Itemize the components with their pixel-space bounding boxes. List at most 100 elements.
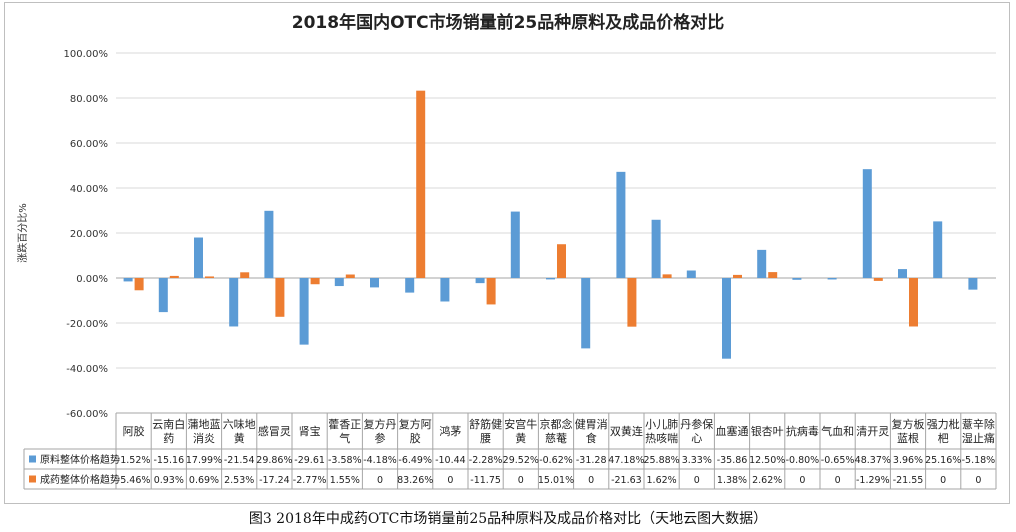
data-label-series-1: 25.16%: [925, 455, 961, 466]
data-label-series-1: -35.86: [717, 455, 748, 466]
bar-series-2: [486, 278, 496, 305]
y-tick-label: -60.00%: [66, 409, 108, 420]
x-tick-label: 阿胶: [123, 424, 145, 438]
y-tick-label: 20.00%: [70, 229, 108, 240]
data-label-series-1: -6.49%: [398, 455, 432, 466]
data-label-series-1: -0.62%: [539, 455, 573, 466]
data-label-series-2: 0: [975, 475, 981, 486]
data-label-series-1: -15.16: [153, 455, 184, 466]
bar-series-1: [722, 278, 731, 359]
bar-series-1: [440, 278, 450, 302]
y-tick-label: 60.00%: [70, 139, 108, 150]
x-tick-label: 热咳喘: [645, 431, 678, 445]
data-label-series-2: 0: [799, 475, 805, 486]
bar-series-2: [310, 278, 320, 285]
x-tick-label: 血塞通: [716, 424, 749, 438]
x-tick-label: 银杏叶: [751, 424, 784, 438]
data-label-series-2: 0: [447, 475, 453, 486]
data-label-series-2: -2.77%: [293, 475, 327, 486]
x-tick-label: 消炎: [193, 431, 215, 445]
legend-label-series-1: 原料整体价格趋势: [40, 453, 120, 466]
data-label-series-2: 1.62%: [647, 475, 677, 486]
bar-series-1: [616, 171, 626, 278]
x-tick-label: 薏辛除: [962, 417, 995, 431]
data-label-series-2: 2.53%: [224, 475, 254, 486]
data-label-series-2: -17.24: [259, 475, 290, 486]
y-tick-label: -20.00%: [66, 319, 108, 330]
data-label-series-2: -5.46%: [117, 475, 151, 486]
data-label-series-2: -1.29%: [856, 475, 890, 486]
data-label-series-2: -21.55: [893, 475, 924, 486]
bar-series-1: [475, 278, 485, 284]
x-tick-label: 小儿肺: [645, 418, 678, 431]
x-tick-label: 胶: [410, 431, 421, 445]
bar-series-2: [733, 274, 742, 278]
bar-series-2: [662, 274, 672, 278]
y-tick-label: 40.00%: [70, 184, 108, 195]
data-label-series-1: 12.50%: [749, 455, 785, 466]
bar-series-1: [827, 278, 837, 280]
data-label-series-1: -21.54: [224, 455, 255, 466]
data-label-series-2: -21.63: [611, 475, 642, 486]
x-tick-label: 健胃消: [575, 417, 608, 431]
data-label-series-2: 0.69%: [189, 475, 219, 486]
data-label-series-1: -5.18%: [962, 455, 996, 466]
data-label-series-2: 83.26%: [397, 475, 433, 486]
x-tick-label: 云南白: [152, 417, 185, 431]
x-tick-label: 感冒灵: [258, 425, 291, 438]
x-tick-label: 食: [586, 431, 597, 445]
bar-series-2: [345, 274, 355, 278]
data-label-series-1: -1.52%: [117, 455, 151, 466]
data-label-series-1: 17.99%: [186, 455, 222, 466]
x-tick-label: 肾宝: [299, 424, 321, 438]
y-tick-label: 100.00%: [64, 49, 109, 60]
x-tick-label: 湿止痛: [962, 431, 995, 445]
chart-title: 2018年国内OTC市场销量前25品种原料及成品价格对比: [291, 13, 725, 33]
bar-series-1: [933, 221, 943, 278]
y-tick-label: -40.00%: [66, 364, 108, 375]
data-label-series-1: -31.28: [576, 455, 607, 466]
x-tick-label: 杷: [938, 431, 949, 445]
x-tick-label: 气血和: [821, 424, 854, 438]
data-label-series-1: -0.80%: [786, 455, 820, 466]
chart-frame: [4, 2, 1010, 504]
bar-series-1: [898, 269, 907, 278]
bar-series-1: [370, 278, 379, 288]
bar-series-2: [909, 278, 918, 327]
bar-series-1: [334, 278, 344, 287]
data-label-series-2: 0: [518, 475, 524, 486]
data-label-series-1: -0.65%: [821, 455, 855, 466]
data-label-series-2: 15.01%: [538, 475, 574, 486]
y-axis-label: 涨跌百分比%: [16, 203, 29, 263]
x-tick-label: 复方板: [892, 417, 925, 431]
data-label-series-2: 0: [940, 475, 946, 486]
data-label-series-1: 48.37%: [855, 455, 891, 466]
data-label-series-2: 1.38%: [717, 475, 747, 486]
bar-series-1: [581, 278, 591, 349]
x-tick-label: 京都念: [540, 417, 573, 431]
x-tick-label: 六味地: [223, 418, 256, 431]
x-tick-label: 藿香正: [328, 417, 361, 431]
data-label-series-2: 0.93%: [154, 475, 184, 486]
x-tick-label: 蓝根: [897, 431, 919, 445]
legend-label-series-2: 成药整体价格趋势: [40, 473, 120, 486]
data-label-series-2: 0: [588, 475, 594, 486]
bar-series-2: [873, 278, 883, 281]
bar-series-1: [792, 278, 802, 280]
data-label-series-1: -4.18%: [363, 455, 397, 466]
y-tick-label: 0.00%: [76, 274, 108, 285]
bar-series-1: [264, 210, 274, 278]
data-label-series-2: 1.55%: [330, 475, 360, 486]
data-label-series-1: 3.33%: [682, 455, 712, 466]
x-tick-label: 腰: [480, 432, 491, 445]
figure-caption: 图3 2018年中成药OTC市场销量前25品种原料及成品价格对比（天地云图大数据…: [248, 511, 768, 527]
bar-series-1: [686, 270, 696, 278]
bar-series-2: [205, 276, 214, 278]
x-tick-label: 舒筋健: [469, 417, 502, 431]
x-tick-label: 复方阿: [399, 417, 432, 431]
x-tick-label: 清开灵: [856, 425, 889, 438]
data-label-series-1: 25.88%: [643, 455, 679, 466]
x-tick-label: 心: [691, 432, 702, 445]
x-tick-label: 强力枇: [927, 417, 960, 431]
bar-series-1: [123, 278, 133, 282]
